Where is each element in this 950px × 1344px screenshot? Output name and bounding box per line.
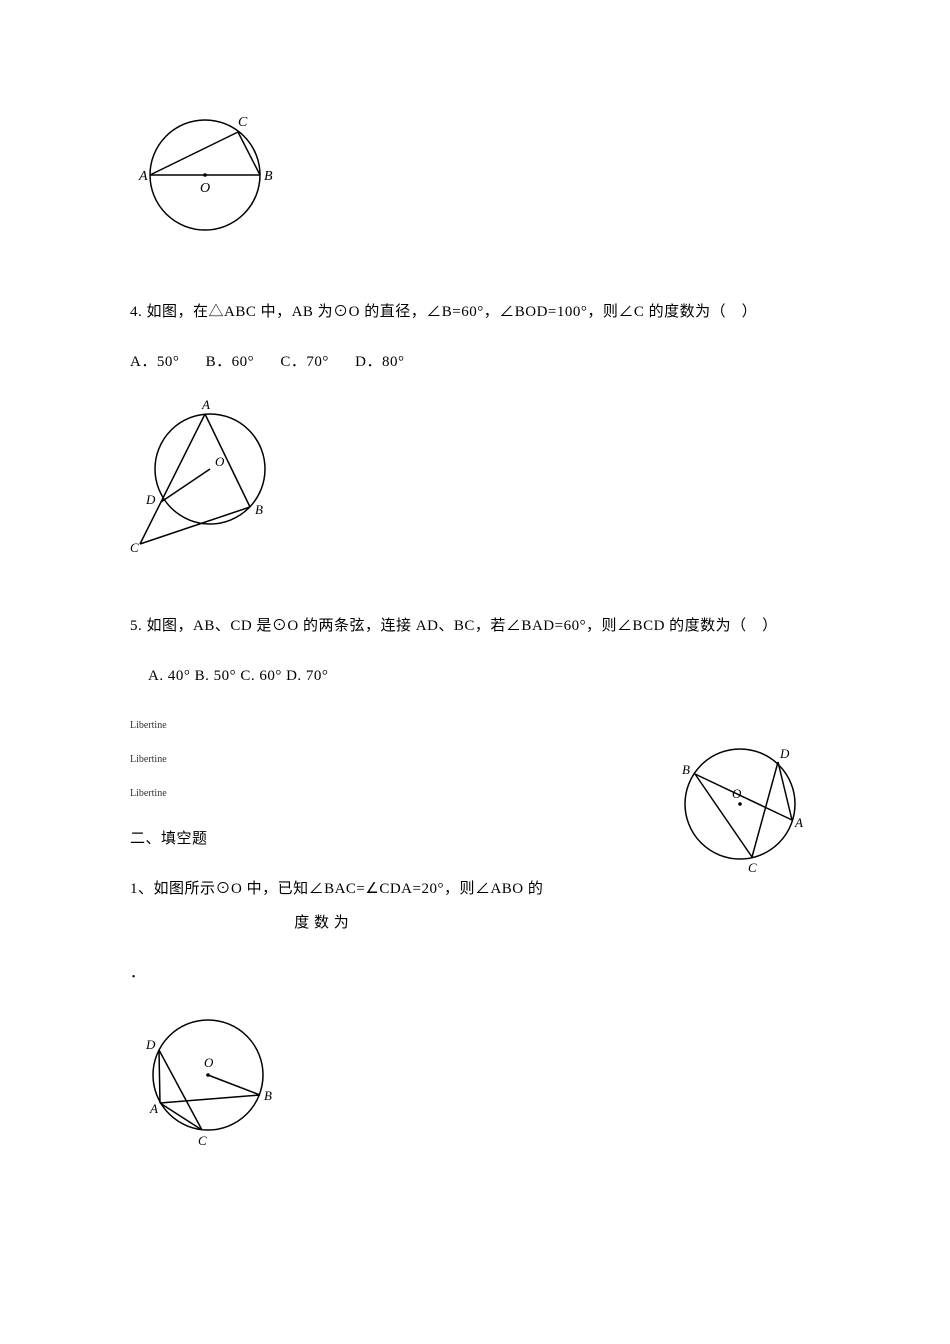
label-c: C — [130, 540, 139, 555]
label-c: C — [198, 1133, 207, 1148]
label-c: C — [748, 860, 757, 875]
q4-figure: A B C D O — [130, 394, 280, 564]
q5-text: 5. 如图，AB、CD 是⊙O 的两条弦，连接 AD、BC，若∠BAD=60°，… — [130, 609, 820, 644]
watermark-icon: Libertine — [130, 754, 167, 765]
s2-q1-part3: ． — [130, 956, 820, 991]
q4-options: A．50° B．60° C．70° D．80° — [130, 345, 820, 380]
q4-option-b: B．60° — [206, 354, 255, 370]
label-d: D — [779, 746, 790, 761]
q4-text: 4. 如图，在△ABC 中，AB 为⊙O 的直径，∠B=60°，∠BOD=100… — [130, 295, 820, 330]
label-d: D — [145, 1037, 156, 1052]
label-b: B — [682, 762, 690, 777]
label-a: A — [149, 1101, 158, 1116]
label-o: O — [215, 454, 225, 469]
label-o: O — [204, 1055, 214, 1070]
s2-q1-part2: 度 数 为 — [294, 915, 349, 931]
section2-figure: A B C D O — [130, 1005, 280, 1155]
label-a: A — [794, 815, 803, 830]
label-b: B — [264, 1088, 272, 1103]
label-b: B — [264, 169, 273, 184]
q4-option-a: A．50° — [130, 354, 179, 370]
label-o: O — [200, 181, 210, 196]
q3-figure: A B C O — [130, 100, 280, 240]
label-o: O — [732, 786, 742, 801]
s2-q1-part1: 1、如图所示⊙O 中，已知∠BAC=∠CDA=20°，则∠ABO 的 — [130, 881, 543, 897]
q4-option-d: D．80° — [355, 354, 404, 370]
watermark-icon: Libertine — [130, 788, 167, 799]
label-a: A — [138, 169, 148, 184]
watermark-icon: Libertine — [130, 720, 167, 731]
q5-options: A. 40° B. 50° C. 60° D. 70° — [148, 659, 820, 694]
q4-option-c: C．70° — [280, 354, 329, 370]
q5-figure: A B C D O — [660, 732, 820, 882]
label-b: B — [255, 502, 263, 517]
label-a: A — [201, 397, 210, 412]
label-c: C — [238, 115, 248, 130]
label-d: D — [145, 492, 156, 507]
